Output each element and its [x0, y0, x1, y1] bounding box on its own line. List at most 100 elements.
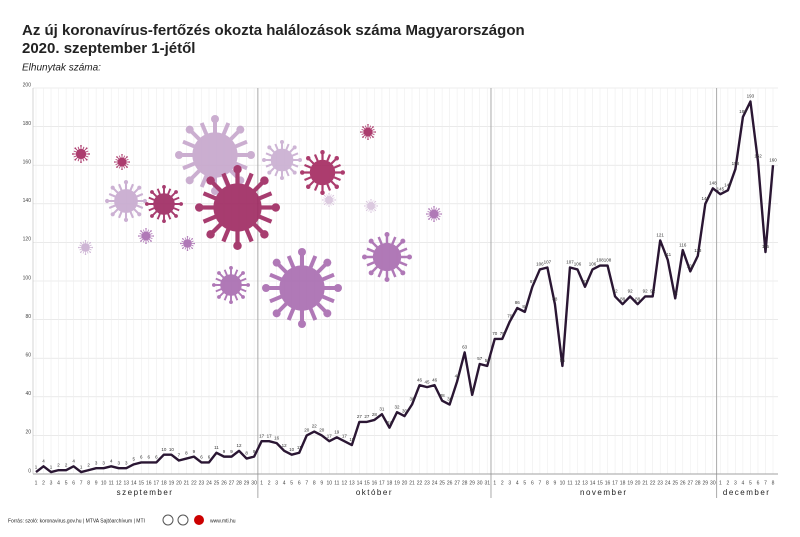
- x-tick-label: 22: [417, 480, 423, 486]
- virus: [426, 206, 442, 222]
- x-tick-label: 2: [268, 480, 271, 486]
- value-label: 27: [357, 414, 363, 419]
- value-label: 8: [185, 451, 188, 456]
- x-tick-label: 27: [454, 480, 460, 486]
- x-tick-label: 12: [342, 480, 348, 486]
- x-tick-label: 8: [313, 480, 316, 486]
- virus: [364, 199, 378, 213]
- value-label: 92: [613, 289, 619, 294]
- value-label: 9: [223, 449, 226, 454]
- value-label: 11: [297, 445, 302, 450]
- virus: [138, 228, 154, 244]
- value-label: 4: [72, 458, 75, 463]
- value-label: 84: [522, 304, 528, 309]
- value-label: 22: [312, 424, 318, 429]
- value-label: 15: [349, 437, 355, 442]
- x-tick-label: 15: [364, 480, 370, 486]
- month-label: november: [580, 488, 628, 497]
- x-tick-label: 17: [154, 480, 160, 486]
- x-tick-label: 1: [35, 480, 38, 486]
- x-tick-label: 26: [680, 480, 686, 486]
- value-label: 9: [230, 449, 233, 454]
- month-label: szeptember: [117, 488, 174, 497]
- x-tick-label: 25: [214, 480, 220, 486]
- value-label: 108: [604, 258, 612, 263]
- value-label: 6: [140, 455, 143, 460]
- value-label: 113: [694, 248, 702, 253]
- x-tick-label: 23: [199, 480, 205, 486]
- x-tick-label: 30: [251, 480, 257, 486]
- x-tick-label: 26: [447, 480, 453, 486]
- x-tick-label: 3: [275, 480, 278, 486]
- x-tick-label: 9: [554, 480, 557, 486]
- value-label: 111: [664, 252, 671, 257]
- value-label: 32: [394, 404, 400, 409]
- value-label: 115: [762, 244, 770, 249]
- value-label: 56: [560, 358, 566, 363]
- value-label: 9: [193, 449, 196, 454]
- x-tick-label: 3: [50, 480, 53, 486]
- x-tick-label: 20: [402, 480, 408, 486]
- month-label: október: [356, 488, 393, 497]
- x-tick-label: 8: [772, 480, 775, 486]
- value-label: 158: [732, 161, 740, 166]
- value-label: 3: [95, 460, 98, 465]
- value-label: 17: [259, 433, 265, 438]
- x-tick-label: 15: [597, 480, 603, 486]
- value-label: 140: [702, 196, 710, 201]
- x-tick-label: 16: [605, 480, 611, 486]
- x-tick-label: 10: [327, 480, 333, 486]
- virus: [145, 185, 183, 223]
- chart-subtitle: 2020. szeptember 1-jétől: [22, 40, 195, 57]
- value-label: 147: [724, 182, 732, 187]
- x-tick-label: 22: [650, 480, 656, 486]
- x-tick-label: 4: [57, 480, 60, 486]
- x-tick-label: 12: [116, 480, 122, 486]
- logo: [177, 514, 189, 526]
- value-label: 41: [470, 387, 476, 392]
- value-label: 9: [253, 449, 256, 454]
- x-tick-label: 29: [244, 480, 250, 486]
- y-tick-label: 100: [23, 275, 32, 281]
- virus: [180, 236, 195, 251]
- value-label: 16: [274, 435, 280, 440]
- value-label: 162: [754, 154, 762, 159]
- x-tick-label: 26: [221, 480, 227, 486]
- x-tick-label: 5: [749, 480, 752, 486]
- y-axis-label: Elhunytak száma:: [22, 63, 101, 74]
- value-label: 4: [110, 458, 113, 463]
- x-tick-label: 4: [516, 480, 519, 486]
- value-label: 12: [282, 443, 288, 448]
- x-tick-label: 11: [109, 480, 114, 486]
- value-label: 17: [342, 433, 348, 438]
- virus: [78, 240, 93, 255]
- x-tick-label: 20: [635, 480, 641, 486]
- value-label: 36: [410, 397, 416, 402]
- value-label: 79: [507, 314, 513, 319]
- value-label: 88: [620, 296, 626, 301]
- virus: [195, 165, 280, 250]
- virus: [262, 140, 302, 180]
- x-tick-label: 6: [72, 480, 75, 486]
- value-label: 17: [327, 433, 333, 438]
- value-label: 2: [65, 462, 68, 467]
- value-label: 3: [102, 460, 105, 465]
- x-tick-label: 6: [531, 480, 534, 486]
- x-tick-label: 1: [719, 480, 722, 486]
- value-label: 6: [155, 455, 158, 460]
- value-label: 88: [635, 296, 641, 301]
- value-label: 7: [178, 453, 181, 458]
- y-tick-label: 20: [25, 430, 31, 436]
- value-label: 46: [432, 377, 438, 382]
- value-label: 20: [319, 428, 325, 433]
- x-tick-label: 7: [305, 480, 308, 486]
- x-tick-label: 4: [283, 480, 286, 486]
- chart-title: Az új koronavírus-fertőzés okozta halálo…: [22, 22, 525, 39]
- value-label: 108: [596, 258, 604, 263]
- x-tick-label: 14: [131, 480, 137, 486]
- value-label: 12: [237, 443, 243, 448]
- value-label: 70: [492, 331, 498, 336]
- x-tick-label: 25: [439, 480, 445, 486]
